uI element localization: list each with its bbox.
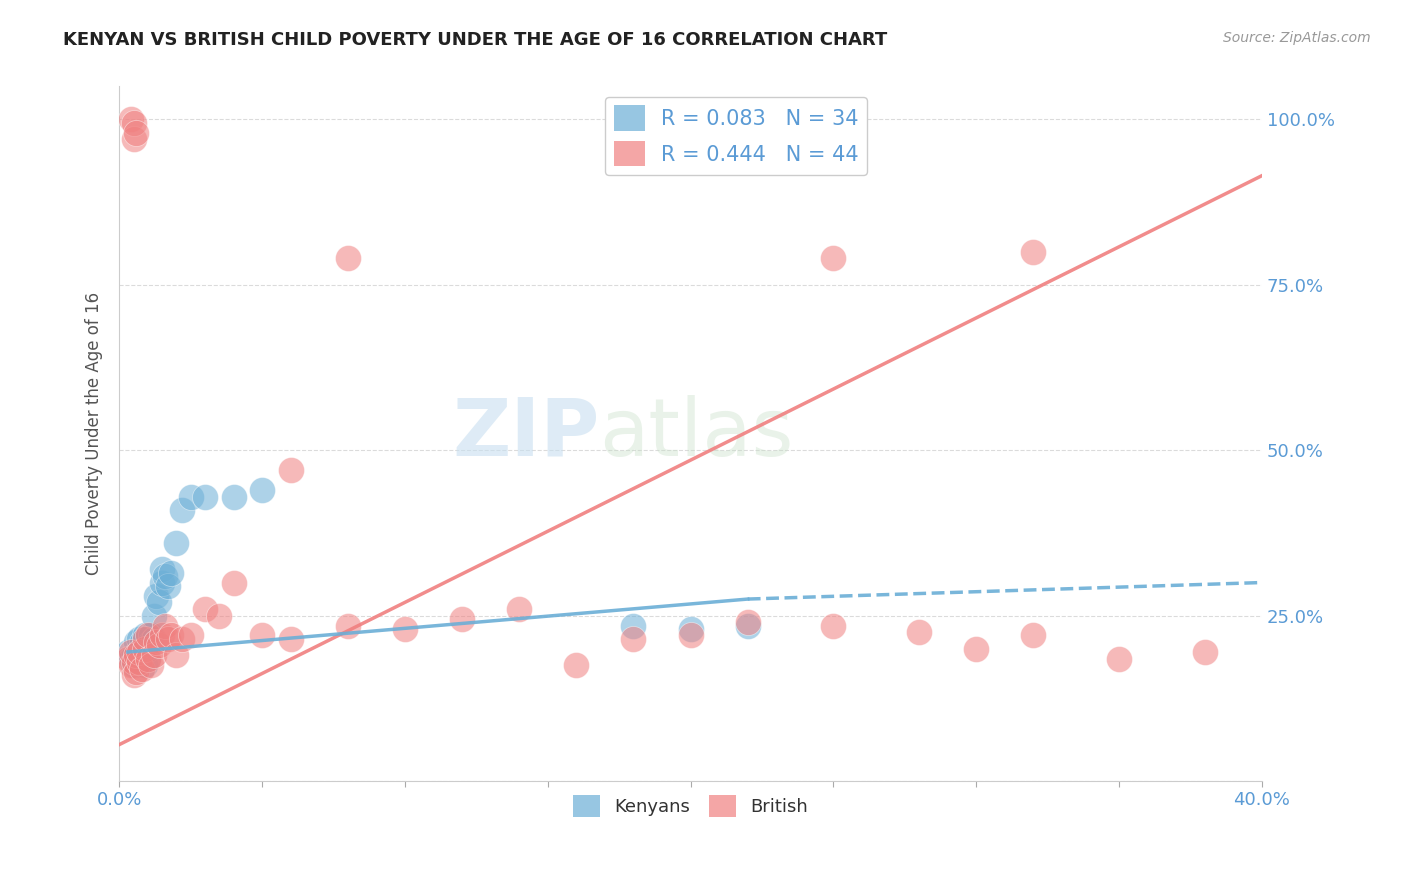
Point: [679, 628, 702, 642]
Point: [908, 625, 931, 640]
Point: [150, 562, 173, 576]
Point: [136, 651, 159, 665]
Point: [156, 579, 179, 593]
Point: [139, 635, 162, 649]
Point: [136, 651, 159, 665]
Point: [336, 618, 359, 632]
Point: [623, 632, 645, 646]
Point: [139, 658, 162, 673]
Point: [159, 628, 181, 642]
Text: ZIP: ZIP: [451, 394, 599, 473]
Point: [180, 628, 202, 642]
Point: [122, 648, 145, 663]
Point: [194, 602, 217, 616]
Point: [131, 661, 153, 675]
Point: [134, 632, 156, 646]
Point: [120, 112, 142, 127]
Point: [153, 618, 176, 632]
Point: [451, 612, 474, 626]
Point: [148, 639, 170, 653]
Point: [965, 641, 987, 656]
Y-axis label: Child Poverty Under the Age of 16: Child Poverty Under the Age of 16: [86, 292, 103, 575]
Point: [823, 618, 845, 632]
Point: [679, 622, 702, 636]
Point: [336, 252, 359, 266]
Point: [120, 658, 142, 673]
Point: [117, 645, 139, 659]
Point: [128, 645, 150, 659]
Text: Source: ZipAtlas.com: Source: ZipAtlas.com: [1223, 31, 1371, 45]
Point: [142, 648, 165, 663]
Point: [120, 645, 142, 659]
Point: [165, 648, 187, 663]
Point: [128, 655, 150, 669]
Point: [145, 589, 167, 603]
Point: [139, 628, 162, 642]
Point: [1108, 651, 1130, 665]
Point: [194, 490, 217, 504]
Point: [142, 632, 165, 646]
Point: [125, 648, 148, 663]
Point: [823, 252, 845, 266]
Point: [159, 566, 181, 580]
Point: [142, 608, 165, 623]
Point: [250, 628, 273, 642]
Point: [145, 635, 167, 649]
Point: [136, 628, 159, 642]
Point: [117, 651, 139, 665]
Point: [148, 595, 170, 609]
Point: [122, 658, 145, 673]
Point: [280, 463, 302, 477]
Point: [122, 116, 145, 130]
Point: [120, 651, 142, 665]
Point: [122, 132, 145, 146]
Point: [131, 635, 153, 649]
Point: [222, 575, 245, 590]
Point: [153, 569, 176, 583]
Point: [125, 665, 148, 679]
Point: [125, 635, 148, 649]
Point: [156, 632, 179, 646]
Point: [394, 622, 416, 636]
Point: [150, 575, 173, 590]
Point: [180, 490, 202, 504]
Point: [172, 632, 194, 646]
Point: [1194, 645, 1216, 659]
Point: [280, 632, 302, 646]
Point: [134, 641, 156, 656]
Point: [122, 655, 145, 669]
Point: [508, 602, 530, 616]
Point: [172, 502, 194, 516]
Point: [222, 490, 245, 504]
Point: [131, 645, 153, 659]
Point: [1022, 628, 1045, 642]
Point: [737, 618, 759, 632]
Point: [136, 641, 159, 656]
Point: [128, 641, 150, 656]
Point: [128, 632, 150, 646]
Legend: Kenyans, British: Kenyans, British: [567, 788, 815, 824]
Point: [134, 658, 156, 673]
Point: [250, 483, 273, 497]
Text: KENYAN VS BRITISH CHILD POVERTY UNDER THE AGE OF 16 CORRELATION CHART: KENYAN VS BRITISH CHILD POVERTY UNDER TH…: [63, 31, 887, 49]
Point: [125, 648, 148, 663]
Point: [134, 628, 156, 642]
Point: [122, 668, 145, 682]
Point: [165, 536, 187, 550]
Point: [150, 628, 173, 642]
Text: atlas: atlas: [599, 394, 793, 473]
Point: [565, 658, 588, 673]
Point: [1022, 244, 1045, 259]
Point: [125, 126, 148, 140]
Point: [737, 615, 759, 630]
Point: [208, 608, 231, 623]
Point: [623, 618, 645, 632]
